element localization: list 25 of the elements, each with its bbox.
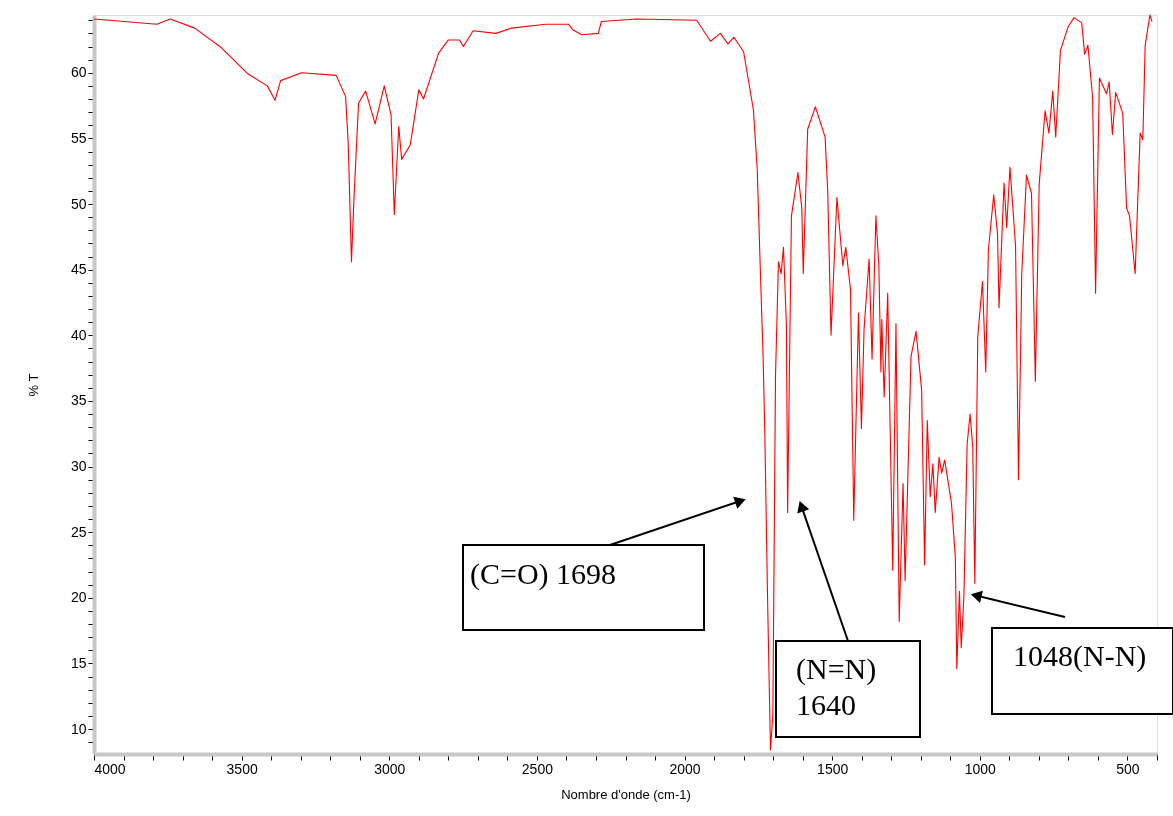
x-axis-title: Nombre d'onde (cm-1) [561,786,691,802]
x-tick-label: 1000 [964,760,997,777]
x-tick-label: 3500 [226,760,258,777]
x-tick-label: 4000 [94,760,126,777]
y-tick-label: 50 [70,195,87,212]
y-tick-label: 30 [70,458,87,475]
y-axis-title: % T [25,373,41,397]
x-tick-label: 3000 [374,760,406,777]
y-tick-label: 60 [70,64,87,81]
annotation: (N=N) 1640 [796,652,877,721]
y-tick-label: 25 [70,523,87,540]
x-tick-label: 500 [1116,760,1140,777]
annotation: (C=O) 1698 [470,557,617,591]
x-tick-label: 2500 [521,760,554,777]
line-series [93,14,1153,751]
x-tick-label: 2000 [669,760,701,777]
y-tick-label: 40 [70,326,87,343]
y-tick-label: 55 [70,129,87,146]
y-tick-label: 15 [70,654,87,671]
y-tick-label: 45 [70,261,87,278]
y-tick-label: 35 [70,392,87,409]
annotation: 1048(N-N) [1013,639,1147,673]
y-tick-label: 20 [70,589,87,606]
y-tick-label: 10 [70,720,87,737]
x-tick-label: 1500 [817,760,849,777]
